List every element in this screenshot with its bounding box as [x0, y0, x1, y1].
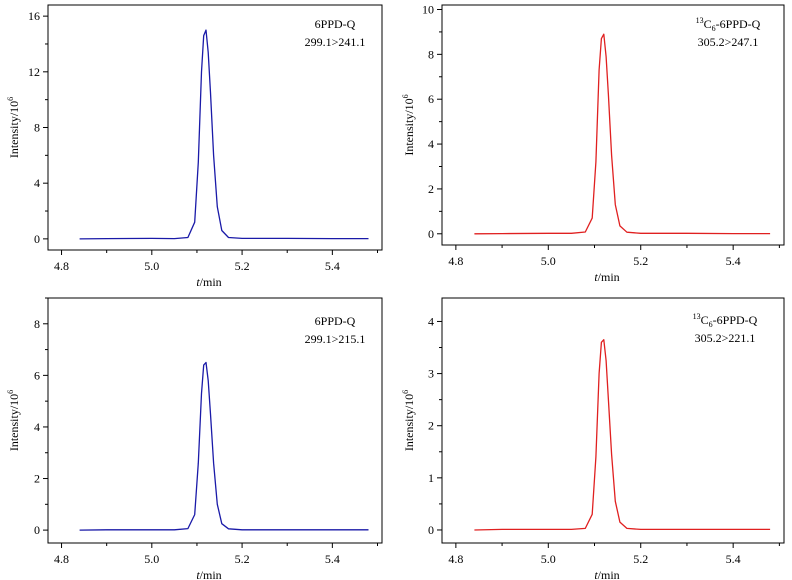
chromatogram-trace — [474, 33, 771, 235]
y-tick-label: 16 — [28, 9, 40, 23]
y-tick-label: 0 — [428, 523, 434, 537]
x-tick-label: 5.4 — [726, 552, 741, 566]
x-tick-label: 5.4 — [325, 552, 340, 566]
y-tick-label: 6 — [34, 368, 40, 382]
y-tick-label: 4 — [34, 176, 40, 190]
y-axis-label: Intensity/106 — [401, 390, 416, 451]
x-tick-label: 5.2 — [633, 552, 648, 566]
y-tick-label: 1 — [428, 471, 434, 485]
y-tick-label: 10 — [422, 2, 434, 16]
x-tick-label: 5.2 — [633, 254, 648, 268]
x-tick-label: 5.4 — [726, 254, 741, 268]
y-tick-label: 2 — [428, 182, 434, 196]
y-tick-label: 0 — [34, 232, 40, 246]
compound-label: 6PPD-Q — [315, 314, 356, 328]
x-tick-label: 5.2 — [235, 552, 250, 566]
chart-panel-bottom-left: 4.8 5.0 5.2 5.4 0 2 4 6 8 t/min Intensity/106 6PPD-… — [6, 297, 383, 580]
y-axis-label: Intensity/106 — [6, 97, 21, 158]
y-tick-label: 6 — [428, 92, 434, 106]
compound-label: 13C6-6PPD-Q — [693, 312, 758, 329]
plot-frame — [47, 297, 383, 544]
y-tick-label: 4 — [428, 137, 434, 151]
compound-label: 13C6-6PPD-Q — [696, 16, 761, 33]
y-axis-label: Intensity/106 — [6, 390, 21, 451]
x-axis-label: t/min — [196, 568, 221, 580]
chromatogram-trace — [79, 29, 369, 240]
x-axis-label: t/min — [196, 275, 221, 289]
x-tick-label: 4.8 — [448, 254, 463, 268]
y-tick-label: 8 — [34, 317, 40, 331]
y-tick-label: 4 — [34, 420, 40, 434]
y-tick-label: 0 — [428, 227, 434, 241]
y-tick-label: 3 — [428, 367, 434, 381]
x-tick-label: 5.4 — [325, 259, 340, 273]
y-tick-label: 2 — [34, 472, 40, 486]
x-axis-label: t/min — [594, 568, 619, 580]
chromatogram-trace — [79, 361, 369, 531]
y-tick-label: 8 — [428, 47, 434, 61]
chart-panel-bottom-right: 4.8 5.0 5.2 5.4 0 1 2 3 4 t/min Intensity/106 13C6-… — [401, 297, 785, 580]
y-tick-label: 12 — [28, 65, 40, 79]
chromatogram-trace — [474, 339, 771, 531]
x-tick-label: 4.8 — [54, 552, 69, 566]
x-tick-label: 5.0 — [541, 254, 556, 268]
chart-panel-top-left: 4.8 5.0 5.2 5.4 0 4 8 12 16 t/min Intensity/106 6PP… — [6, 4, 383, 289]
x-tick-label: 5.2 — [235, 259, 250, 273]
y-tick-label: 8 — [34, 121, 40, 135]
x-tick-label: 5.0 — [144, 552, 159, 566]
y-tick-label: 4 — [428, 314, 434, 328]
transition-label: 299.1>241.1 — [305, 35, 366, 49]
transition-label: 299.1>215.1 — [305, 332, 366, 346]
compound-label: 6PPD-Q — [315, 17, 356, 31]
x-axis-label: t/min — [594, 270, 619, 284]
x-tick-label: 4.8 — [54, 259, 69, 273]
y-tick-label: 2 — [428, 419, 434, 433]
x-tick-label: 5.0 — [541, 552, 556, 566]
transition-label: 305.2>221.1 — [695, 331, 756, 345]
plot-frame — [441, 4, 785, 246]
y-tick-label: 0 — [34, 523, 40, 537]
chart-panel-top-right: 4.8 5.0 5.2 5.4 0 2 4 6 8 10 t/min Intensity/106 13C… — [401, 2, 785, 284]
transition-label: 305.2>247.1 — [698, 35, 759, 49]
x-tick-label: 4.8 — [448, 552, 463, 566]
x-tick-label: 5.0 — [144, 259, 159, 273]
y-axis-label: Intensity/106 — [401, 94, 416, 155]
plot-frame — [441, 297, 785, 544]
